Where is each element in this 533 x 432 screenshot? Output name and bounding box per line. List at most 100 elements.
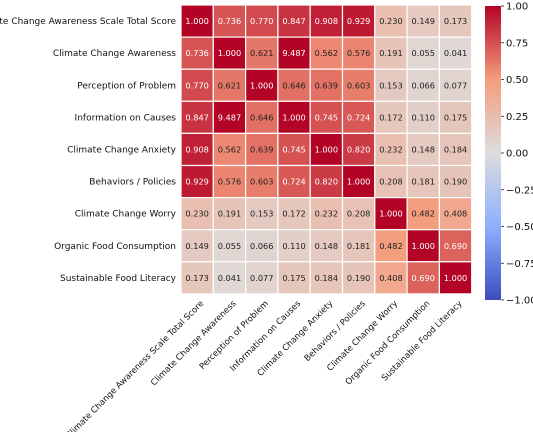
- cell-value-label: 0.191: [379, 48, 402, 58]
- cell-value-label: 0.230: [379, 16, 402, 26]
- heatmap-cell: [212, 197, 247, 231]
- heatmap-cell: [277, 100, 311, 135]
- cell-value-label: 0.408: [444, 209, 467, 219]
- cell-value-label: 1.000: [412, 241, 435, 251]
- cell-value-label: 0.110: [412, 112, 435, 122]
- heatmap-cell: [341, 132, 376, 167]
- heatmap-cell: [341, 4, 376, 38]
- cell-value-label: 0.639: [250, 144, 273, 154]
- cell-value-label: 0.041: [218, 273, 241, 283]
- cell-value-label: 0.055: [412, 48, 435, 58]
- cell-value-label: 0.066: [412, 80, 435, 90]
- cell-value-label: 0.232: [315, 209, 338, 219]
- cell-value-label: 1.000: [315, 144, 338, 154]
- heatmap-cell: [374, 261, 408, 295]
- heatmap-cell: [341, 261, 376, 295]
- cell-value-label: 0.190: [347, 273, 370, 283]
- heatmap-cell: [309, 68, 344, 102]
- row-tick-label: Information on Causes: [75, 113, 177, 123]
- cell-value-label: 0.736: [218, 16, 241, 26]
- colorbar-tick-label: 0.75: [506, 38, 528, 49]
- heatmap-cell: [374, 36, 408, 70]
- cell-value-label: 1.000: [250, 80, 273, 90]
- heatmap-cell: [406, 36, 441, 70]
- heatmap-cell: [438, 36, 473, 70]
- heatmap-cell: [180, 68, 214, 102]
- heatmap-cell: [341, 229, 376, 263]
- colorbar-tick-label: −0.75: [506, 259, 533, 270]
- cell-value-label: 0.110: [282, 241, 305, 251]
- heatmap-cell: [180, 132, 214, 167]
- colorbar-tick-label: 0.00: [506, 149, 528, 160]
- cell-value-label: 0.077: [250, 273, 273, 283]
- colorbar: 1.00 0.75 0.50 0.25 0.00 −0.25 −0.50 −0.75 −1.00: [485, 2, 533, 307]
- cell-value-label: 0.621: [250, 48, 273, 58]
- cell-value-label: 0.603: [250, 177, 273, 187]
- heatmap-cell: [212, 100, 247, 135]
- column-tick-label: Behaviors / Policies: [303, 299, 368, 364]
- cell-value-label: 0.770: [250, 16, 273, 26]
- cell-value-label: 0.847: [185, 112, 208, 122]
- cell-value-label: 0.149: [185, 241, 208, 251]
- cell-value-label: 0.077: [444, 80, 467, 90]
- cell-value-label: 0.603: [347, 80, 370, 90]
- colorbar-tick-label: 0.25: [506, 112, 528, 123]
- cell-value-label: 0.181: [412, 177, 435, 187]
- cell-value-label: 0.908: [315, 16, 338, 26]
- heatmap-cells: 1.000 0.736 0.770 0.847 0.908 0.929 0.230 0.149…: [180, 4, 473, 295]
- heatmap-cell: [245, 229, 279, 263]
- heatmap-cell: [277, 164, 311, 199]
- cell-value-label: 0.190: [444, 177, 467, 187]
- cell-value-label: 9.487: [218, 112, 241, 122]
- cell-value-label: 0.181: [347, 241, 370, 251]
- cell-value-label: 0.175: [444, 112, 467, 122]
- cell-value-label: 0.230: [185, 209, 208, 219]
- colorbar-tick-label: −1.00: [506, 296, 533, 307]
- heatmap-cell: [341, 164, 376, 199]
- heatmap-cell: [212, 68, 247, 102]
- cell-value-label: 9.487: [282, 48, 305, 58]
- cell-value-label: 1.000: [379, 209, 402, 219]
- cell-value-label: 1.000: [444, 273, 467, 283]
- cell-value-label: 0.745: [315, 112, 338, 122]
- heatmap-cell: [406, 4, 441, 38]
- heatmap-cell: [309, 261, 344, 295]
- cell-value-label: 0.820: [315, 177, 338, 187]
- heatmap-cell: [374, 197, 408, 231]
- heatmap-cell: [245, 261, 279, 295]
- cell-value-label: 0.191: [218, 209, 241, 219]
- cell-value-label: 0.908: [185, 144, 208, 154]
- heatmap-cell: [438, 261, 473, 295]
- heatmap-cell: [438, 229, 473, 263]
- heatmap-cell: [180, 261, 214, 295]
- heatmap-cell: [180, 4, 214, 38]
- cell-value-label: 0.173: [444, 16, 467, 26]
- cell-value-label: 0.724: [347, 112, 370, 122]
- colorbar-tick-label: 0.50: [506, 75, 528, 86]
- cell-value-label: 1.000: [218, 48, 241, 58]
- cell-value-label: 0.041: [444, 48, 467, 58]
- cell-value-label: 0.639: [315, 80, 338, 90]
- heatmap-cell: [180, 164, 214, 199]
- cell-value-label: 0.172: [282, 209, 305, 219]
- cell-value-label: 0.646: [282, 80, 305, 90]
- row-tick-label: Behaviors / Policies: [89, 178, 176, 188]
- cell-value-label: 0.153: [379, 80, 402, 90]
- heatmap-cell: [212, 261, 247, 295]
- heatmap-cell: [277, 68, 311, 102]
- cell-value-label: 0.232: [379, 144, 402, 154]
- cell-value-label: 0.576: [218, 177, 241, 187]
- cell-value-label: 0.929: [347, 16, 370, 26]
- row-labels: Climate Change Awareness Scale Total Sco…: [0, 17, 177, 284]
- cell-value-label: 0.184: [315, 273, 338, 283]
- heatmap-cell: [438, 100, 473, 135]
- row-tick-label: Sustainable Food Literacy: [60, 274, 177, 284]
- colorbar-tick-label: 1.00: [506, 2, 528, 13]
- cell-value-label: 0.562: [315, 48, 338, 58]
- cell-value-label: 0.745: [282, 144, 305, 154]
- row-tick-label: Climate Change Anxiety: [67, 145, 177, 155]
- cell-value-label: 0.562: [218, 144, 241, 154]
- cell-value-label: 0.408: [379, 273, 402, 283]
- cell-value-label: 0.148: [412, 144, 435, 154]
- column-labels: Climate Change Awareness Scale Total Sco…: [64, 299, 464, 432]
